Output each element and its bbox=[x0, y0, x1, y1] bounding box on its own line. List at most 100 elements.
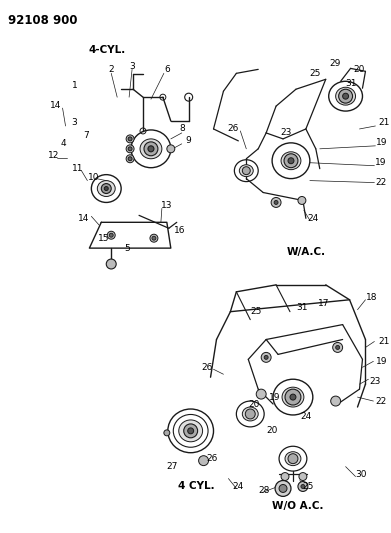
Text: 19: 19 bbox=[269, 393, 281, 401]
Circle shape bbox=[101, 183, 111, 193]
Circle shape bbox=[188, 428, 194, 434]
Text: 18: 18 bbox=[366, 293, 377, 302]
Text: 24: 24 bbox=[307, 214, 318, 223]
Circle shape bbox=[148, 146, 154, 152]
Circle shape bbox=[104, 187, 108, 190]
Circle shape bbox=[126, 135, 134, 143]
Circle shape bbox=[331, 396, 341, 406]
Circle shape bbox=[339, 89, 353, 103]
Circle shape bbox=[290, 394, 296, 400]
Text: 22: 22 bbox=[375, 178, 387, 187]
Text: 92108 900: 92108 900 bbox=[8, 14, 77, 27]
Ellipse shape bbox=[281, 152, 301, 169]
Circle shape bbox=[152, 236, 156, 240]
Text: 25: 25 bbox=[302, 482, 314, 491]
Text: 5: 5 bbox=[124, 244, 130, 253]
Circle shape bbox=[106, 259, 116, 269]
Circle shape bbox=[284, 154, 298, 168]
Circle shape bbox=[128, 147, 132, 151]
Text: 14: 14 bbox=[78, 214, 90, 223]
Circle shape bbox=[301, 484, 305, 488]
Circle shape bbox=[128, 157, 132, 161]
Text: 13: 13 bbox=[161, 201, 172, 210]
Circle shape bbox=[245, 409, 255, 419]
Circle shape bbox=[343, 93, 349, 99]
Circle shape bbox=[281, 473, 289, 481]
Text: 7: 7 bbox=[84, 132, 90, 140]
Circle shape bbox=[298, 481, 308, 491]
Circle shape bbox=[271, 198, 281, 207]
Text: 27: 27 bbox=[167, 462, 178, 471]
Circle shape bbox=[164, 430, 170, 436]
Text: 15: 15 bbox=[98, 233, 109, 243]
Text: 4 CYL.: 4 CYL. bbox=[178, 481, 215, 491]
Text: 26: 26 bbox=[227, 125, 239, 133]
Text: 19: 19 bbox=[375, 158, 387, 167]
Text: 26: 26 bbox=[206, 454, 218, 463]
Circle shape bbox=[285, 389, 301, 405]
Ellipse shape bbox=[239, 165, 253, 176]
Text: 1: 1 bbox=[72, 81, 77, 90]
Circle shape bbox=[184, 424, 197, 438]
Circle shape bbox=[298, 197, 306, 205]
Text: 11: 11 bbox=[72, 164, 83, 173]
Text: 14: 14 bbox=[50, 101, 61, 110]
Text: 3: 3 bbox=[72, 118, 77, 127]
Circle shape bbox=[288, 158, 294, 164]
Text: W/A.C.: W/A.C. bbox=[286, 247, 325, 257]
Text: 20: 20 bbox=[266, 426, 278, 435]
Text: 30: 30 bbox=[355, 470, 367, 479]
Text: 21: 21 bbox=[378, 118, 390, 127]
Text: 28: 28 bbox=[258, 486, 270, 495]
Text: 6: 6 bbox=[164, 65, 170, 74]
Circle shape bbox=[279, 484, 287, 492]
Text: 19: 19 bbox=[377, 139, 388, 147]
Circle shape bbox=[109, 233, 113, 237]
Text: 17: 17 bbox=[318, 299, 330, 308]
Text: 25: 25 bbox=[251, 307, 262, 316]
Circle shape bbox=[275, 481, 291, 496]
Ellipse shape bbox=[285, 451, 301, 466]
Circle shape bbox=[242, 167, 250, 175]
Circle shape bbox=[288, 454, 298, 464]
Text: 31: 31 bbox=[346, 79, 357, 88]
Ellipse shape bbox=[97, 181, 115, 197]
Text: 31: 31 bbox=[296, 303, 308, 312]
Text: 29: 29 bbox=[330, 59, 341, 68]
Text: 23: 23 bbox=[280, 128, 292, 138]
Circle shape bbox=[126, 155, 134, 163]
Text: 23: 23 bbox=[369, 377, 381, 386]
Text: 3: 3 bbox=[129, 62, 135, 71]
Circle shape bbox=[107, 231, 115, 239]
Circle shape bbox=[144, 142, 158, 156]
Text: 24: 24 bbox=[300, 413, 312, 422]
Circle shape bbox=[333, 343, 343, 352]
Ellipse shape bbox=[242, 407, 258, 421]
Circle shape bbox=[150, 234, 158, 242]
Text: 4-CYL.: 4-CYL. bbox=[89, 45, 126, 54]
Text: 12: 12 bbox=[48, 151, 59, 160]
Ellipse shape bbox=[335, 87, 355, 105]
Ellipse shape bbox=[282, 387, 304, 407]
Circle shape bbox=[167, 145, 175, 153]
Circle shape bbox=[274, 200, 278, 205]
Text: 20: 20 bbox=[353, 65, 365, 74]
Circle shape bbox=[264, 356, 268, 359]
Text: 22: 22 bbox=[375, 397, 387, 406]
Text: 25: 25 bbox=[310, 69, 321, 78]
Circle shape bbox=[126, 145, 134, 153]
Text: 10: 10 bbox=[88, 173, 99, 182]
Text: 9: 9 bbox=[186, 136, 192, 146]
Text: 26: 26 bbox=[201, 363, 213, 372]
Circle shape bbox=[256, 389, 266, 399]
Ellipse shape bbox=[179, 420, 203, 442]
Text: 19: 19 bbox=[377, 357, 388, 366]
Circle shape bbox=[199, 456, 208, 466]
Ellipse shape bbox=[140, 139, 162, 159]
Circle shape bbox=[261, 352, 271, 362]
Text: W/O A.C.: W/O A.C. bbox=[272, 502, 324, 511]
Text: 2: 2 bbox=[108, 65, 114, 74]
Circle shape bbox=[128, 137, 132, 141]
Circle shape bbox=[299, 473, 307, 481]
Text: 24: 24 bbox=[233, 482, 244, 491]
